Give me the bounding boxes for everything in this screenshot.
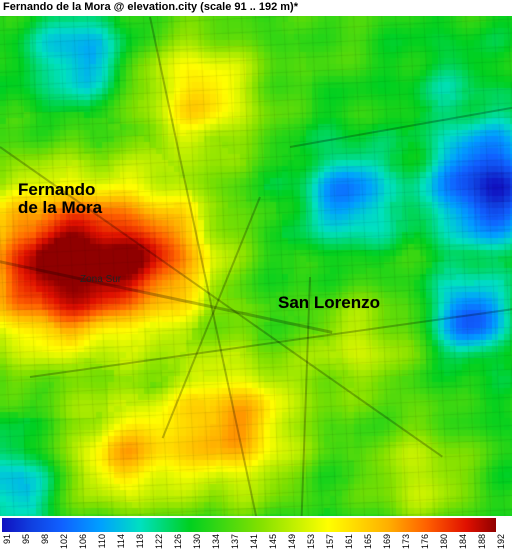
legend-tick-value: 122: [154, 534, 164, 549]
city-label: Fernando de la Mora: [18, 181, 102, 217]
legend-tick-value: 126: [173, 534, 183, 549]
area-label: Zona Sur: [80, 274, 121, 285]
title-bar: Fernando de la Mora @ elevation.city (sc…: [0, 0, 512, 16]
legend-tick-value: 173: [401, 534, 411, 549]
legend-ticks: 91 95 98 102 106 110 114 118 122 126 130 134 137 141 1…: [2, 532, 496, 558]
legend-tick-value: 149: [287, 534, 297, 549]
legend-tick-value: 95: [21, 534, 31, 544]
elevation-heatmap: [0, 16, 512, 516]
legend-tick-value: 130: [192, 534, 202, 549]
legend-tick-value: 180: [439, 534, 449, 549]
legend-tick-value: 192: [496, 534, 506, 549]
legend-tick-value: 153: [306, 534, 316, 549]
legend-tick-value: 91: [2, 534, 12, 544]
legend-tick-value: 161: [344, 534, 354, 549]
legend-tick-value: 118: [135, 534, 145, 548]
title-text: Fernando de la Mora @ elevation.city (sc…: [3, 1, 298, 13]
legend-tick-value: 184: [458, 534, 468, 549]
legend-tick-value: 188: [477, 534, 487, 549]
legend-tick-value: 98: [40, 534, 50, 544]
legend-tick-value: 141: [249, 534, 259, 549]
legend-tick-value: 134: [211, 534, 221, 549]
legend-tick-value: 165: [363, 534, 373, 549]
legend-tick-value: 110: [97, 534, 107, 548]
legend-gradient: [2, 518, 496, 532]
legend-tick-value: 157: [325, 534, 335, 549]
elevation-map-figure: Fernando de la Mora @ elevation.city (sc…: [0, 0, 512, 560]
legend-tick-value: 137: [230, 534, 240, 549]
legend-tick-value: 145: [268, 534, 278, 549]
color-legend: 91 95 98 102 106 110 114 118 122 126 130 134 137 141 1…: [0, 516, 512, 560]
legend-tick-value: 106: [78, 534, 88, 549]
map-area: Fernando de la Mora San Lorenzo Zona Sur: [0, 16, 512, 516]
legend-tick-value: 176: [420, 534, 430, 549]
city-label: San Lorenzo: [278, 294, 380, 312]
legend-tick-value: 169: [382, 534, 392, 549]
legend-tick-value: 114: [116, 534, 126, 548]
legend-tick-value: 102: [59, 534, 69, 549]
